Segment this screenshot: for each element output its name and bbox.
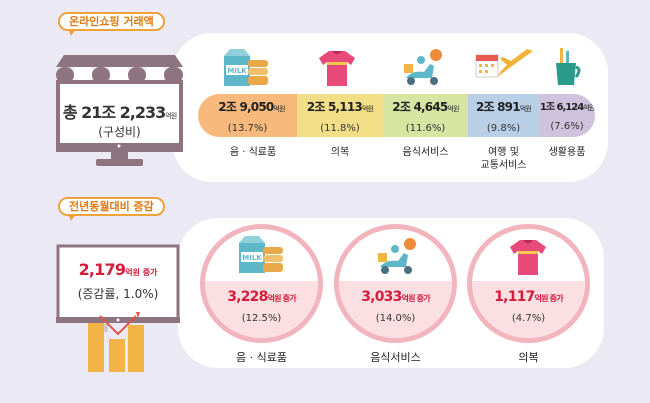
category-label-household: 생활용품 — [548, 147, 586, 158]
total-amount: 총 21조 2,233억원 — [62, 103, 177, 122]
store-icon — [56, 55, 183, 166]
delivery-scooter-icon — [376, 237, 420, 277]
tshirt-icon — [317, 48, 357, 88]
milk-cookies-icon — [237, 235, 287, 275]
category-label-food: 음 · 식료품 — [229, 147, 277, 158]
total-subtitle: (구성비) — [98, 125, 141, 139]
calendar-airplane-icon — [475, 47, 535, 87]
monitor-growth-illustration: 2,179억원 증가 (증감률, 1.0%) — [56, 244, 180, 372]
total-change: 2,179억원 증가 — [78, 260, 158, 279]
composition-bar: 2조 9,050억원 (13.7%) 2조 5,113억원 (11.8%) 2조 4… — [198, 94, 595, 137]
segment-clothing: 2조 5,113억원 (11.8%) — [297, 94, 383, 137]
total-change-rate: (증감률, 1.0%) — [77, 287, 159, 301]
growth-chart-icon — [56, 244, 180, 372]
section-title-yoy-change: 전년동월대비 증감 — [58, 197, 165, 221]
toothbrush-cup-icon — [552, 47, 582, 87]
segment-food: 2조 9,050억원 (13.7%) — [198, 94, 297, 137]
change-label-clothing: 의복 — [518, 351, 539, 364]
milk-cookies-icon — [222, 48, 272, 88]
change-label-food-service: 음식서비스 — [370, 351, 421, 364]
delivery-scooter-icon — [402, 48, 446, 88]
change-label-food: 음 · 식료품 — [236, 351, 287, 364]
change-item-food-service: 3,033억원 증가 (14.0%) — [334, 224, 457, 343]
category-label-clothing: 의복 — [330, 147, 350, 158]
category-label-travel: 여행 및 교통서비스 — [480, 147, 527, 171]
segment-food-service: 2조 4,645억원 (11.6%) — [383, 94, 468, 137]
segment-travel: 2조 891억원 (9.8%) — [468, 94, 539, 137]
change-item-clothing: 1,117억원 증가 (4.7%) — [467, 224, 590, 343]
change-item-food: 3,228억원 증가 (12.5%) — [200, 224, 323, 343]
store-illustration: 총 21조 2,233억원 (구성비) — [56, 55, 183, 167]
category-label-food-service: 음식서비스 — [402, 147, 449, 158]
segment-household: 1조 6,124억원 (7.6%) — [539, 94, 595, 137]
tshirt-icon — [508, 237, 548, 277]
section-title-online-shopping: 온라인쇼핑 거래액 — [58, 12, 165, 36]
